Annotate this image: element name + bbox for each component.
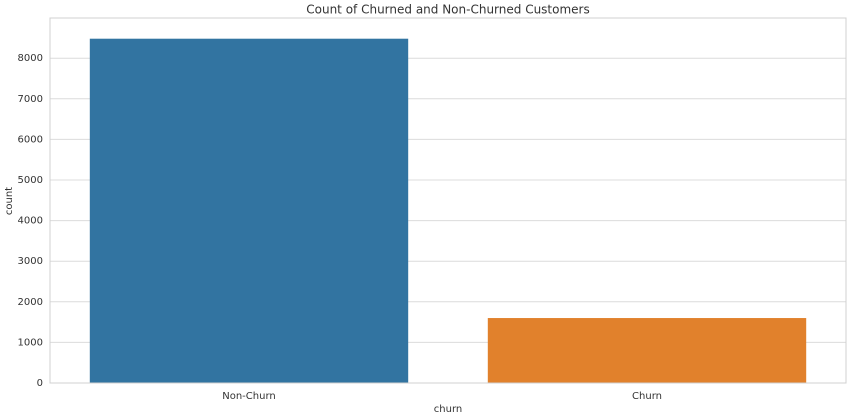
x-tick-label: Non-Churn bbox=[222, 391, 275, 402]
chart-title: Count of Churned and Non-Churned Custome… bbox=[306, 3, 589, 17]
y-tick-label: 5000 bbox=[18, 175, 43, 186]
y-tick-label: 3000 bbox=[18, 256, 43, 267]
y-tick-label: 2000 bbox=[18, 297, 43, 308]
x-axis-label: churn bbox=[434, 404, 462, 415]
y-tick-label: 4000 bbox=[18, 216, 43, 227]
y-tick-label: 0 bbox=[37, 378, 43, 389]
y-tick-label: 6000 bbox=[18, 134, 43, 145]
bar bbox=[487, 318, 807, 383]
y-axis-label: count bbox=[4, 187, 15, 215]
bar bbox=[89, 38, 409, 384]
bars bbox=[89, 38, 807, 384]
x-tick-label: Churn bbox=[632, 391, 662, 402]
y-tick-label: 1000 bbox=[18, 337, 43, 348]
y-tick-label: 7000 bbox=[18, 94, 43, 105]
plot-frame bbox=[49, 17, 847, 384]
y-tick-label: 8000 bbox=[18, 53, 43, 64]
